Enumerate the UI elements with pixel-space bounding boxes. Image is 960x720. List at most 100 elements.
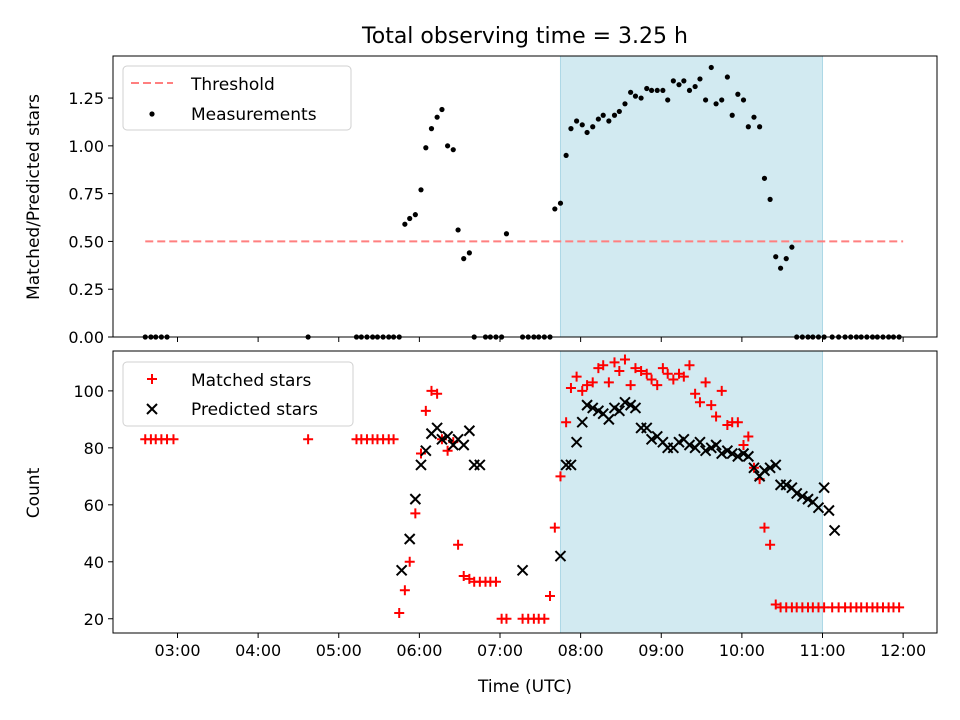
measurement-point [450,147,456,153]
measurement-point [735,91,741,97]
predicted-star-marker [758,464,771,477]
matched-star-marker [646,374,657,385]
measurement-point [665,97,671,103]
predicted-star-marker [560,459,572,471]
y-tick-label: 0.75 [68,185,104,204]
matched-star-marker [561,417,572,428]
measurement-point [466,250,472,256]
predicted-star-marker [770,459,782,471]
y-tick-label: 0.25 [68,280,104,299]
measurement-point [638,95,644,101]
predicted-star-marker [420,444,432,457]
x-tick-label: 05:00 [316,641,362,660]
predicted-star-marker [570,436,583,448]
matched-star-marker [501,613,512,624]
matched-star-marker [303,434,314,445]
measurement-point [595,116,601,122]
legend-predicted-swatch [146,403,158,415]
measurement-point [600,112,606,118]
measurement-point [632,93,639,99]
legend-bottom: Matched stars Predicted stars [122,361,354,427]
y-tick-label: 80 [84,439,104,458]
matched-star-marker [668,374,679,385]
matched-star-marker [399,585,410,596]
y-tick-label: 60 [84,496,104,515]
legend-matched-swatch [147,374,157,384]
matched-star-marker [690,388,701,399]
measurement-point [729,112,735,118]
measurement-point [757,124,763,130]
measurement-point [761,175,768,181]
measurement-point [579,122,585,128]
measurement-point [708,64,714,71]
legend-frame [122,361,354,427]
matched-star-marker [603,377,614,388]
measurement-point [455,227,461,233]
predicted-star-marker [683,439,696,451]
measurement-point [611,112,618,118]
predicted-star-marker [710,439,722,451]
measurement-point [654,87,660,94]
count-panel: 03:00 04:00 05:00 06:00 07:00 08:00 09:00 10:00… [73,350,938,660]
legend-measurements-label: Measurements [191,105,317,125]
matched-star-marker [619,354,630,365]
measurement-point [719,97,725,103]
measurement-point [418,187,424,193]
measurement-point [745,124,751,130]
y-tick-label: 1.00 [68,137,104,156]
matched-star-marker [662,368,673,379]
measurement-point [703,97,709,103]
y-axis-label-top: Matched/Predicted stars [24,94,44,300]
predicted-star-marker [764,462,776,474]
matched-star-marker [706,400,717,411]
predicted-star-marker [463,425,476,437]
ratio-panel: 0.00 0.25 0.50 0.75 1.00 1.25 Threshold Measure… [68,55,938,347]
predicted-star-marker [694,436,706,448]
predicted-star-marker [613,405,626,417]
predicted-star-marker [403,533,416,545]
y-tick-label: 0.50 [68,232,104,251]
matched-star-marker [609,357,620,368]
predicted-star-marker [641,422,653,434]
predicted-star-marker [409,493,422,505]
matched-star-marker [577,385,588,396]
predicted-star-marker [458,439,470,451]
legend-top: Threshold Measurements [122,65,352,131]
predicted-star-marker [576,416,588,428]
matched-star-marker [426,385,437,396]
predicted-star-marker [812,501,825,514]
predicted-star-marker [716,447,728,460]
matched-star-marker [490,576,501,587]
predicted-star-marker [587,402,599,414]
predicted-star-marker [748,462,760,474]
predicted-star-marker [516,564,529,577]
figure-title: Total observing time = 3.25 h [361,24,688,49]
matched-star-marker [555,471,566,482]
matched-star-marker [700,377,711,388]
measurement-point [590,124,596,130]
x-tick-label: 10:00 [719,641,765,660]
measurement-point [563,152,569,159]
predicted-star-marker [629,402,642,414]
matched-star-marker [549,522,560,533]
predicted-star-marker [619,396,631,408]
measurement-point [789,244,795,250]
measurement-point [740,97,747,103]
measurement-point [713,101,719,107]
x-axis-label: Time (UTC) [477,677,572,697]
matched-star-marker [453,539,464,550]
matched-star-marker [657,363,668,374]
predicted-star-marker [726,447,738,460]
matched-star-marker [539,613,550,624]
measurement-point [606,118,612,124]
predicted-star-marker [395,564,408,577]
y-tick-label: 20 [84,610,104,629]
matched-star-marker [765,539,776,550]
matched-star-marker [652,380,663,391]
predicted-star-marker [828,524,841,537]
matched-star-marker [614,365,625,376]
predicted-star-marker [474,459,486,471]
matched-star-marker [565,383,576,394]
matched-star-marker [636,365,647,376]
measurement-point [402,221,408,227]
